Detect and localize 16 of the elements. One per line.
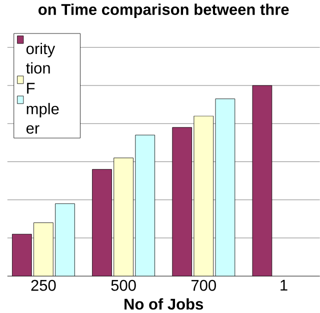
chart-title: on Time comparison between thre [38, 3, 289, 18]
bar [92, 169, 112, 276]
bar [12, 234, 32, 276]
x-tick-label: 250 [31, 280, 56, 291]
legend-label: mple er [26, 102, 59, 134]
x-axis-title: No of Jobs [124, 298, 204, 310]
bar [135, 134, 155, 276]
legend-label: F [27, 82, 35, 94]
bar [215, 98, 236, 276]
x-tick-label: 500 [111, 280, 136, 291]
bar [172, 127, 192, 276]
x-tick-label: 700 [192, 280, 216, 291]
bar [252, 85, 272, 276]
bar [55, 204, 75, 276]
legend-label: ority tion [26, 42, 56, 74]
x-tick-label: 1 [280, 280, 288, 290]
